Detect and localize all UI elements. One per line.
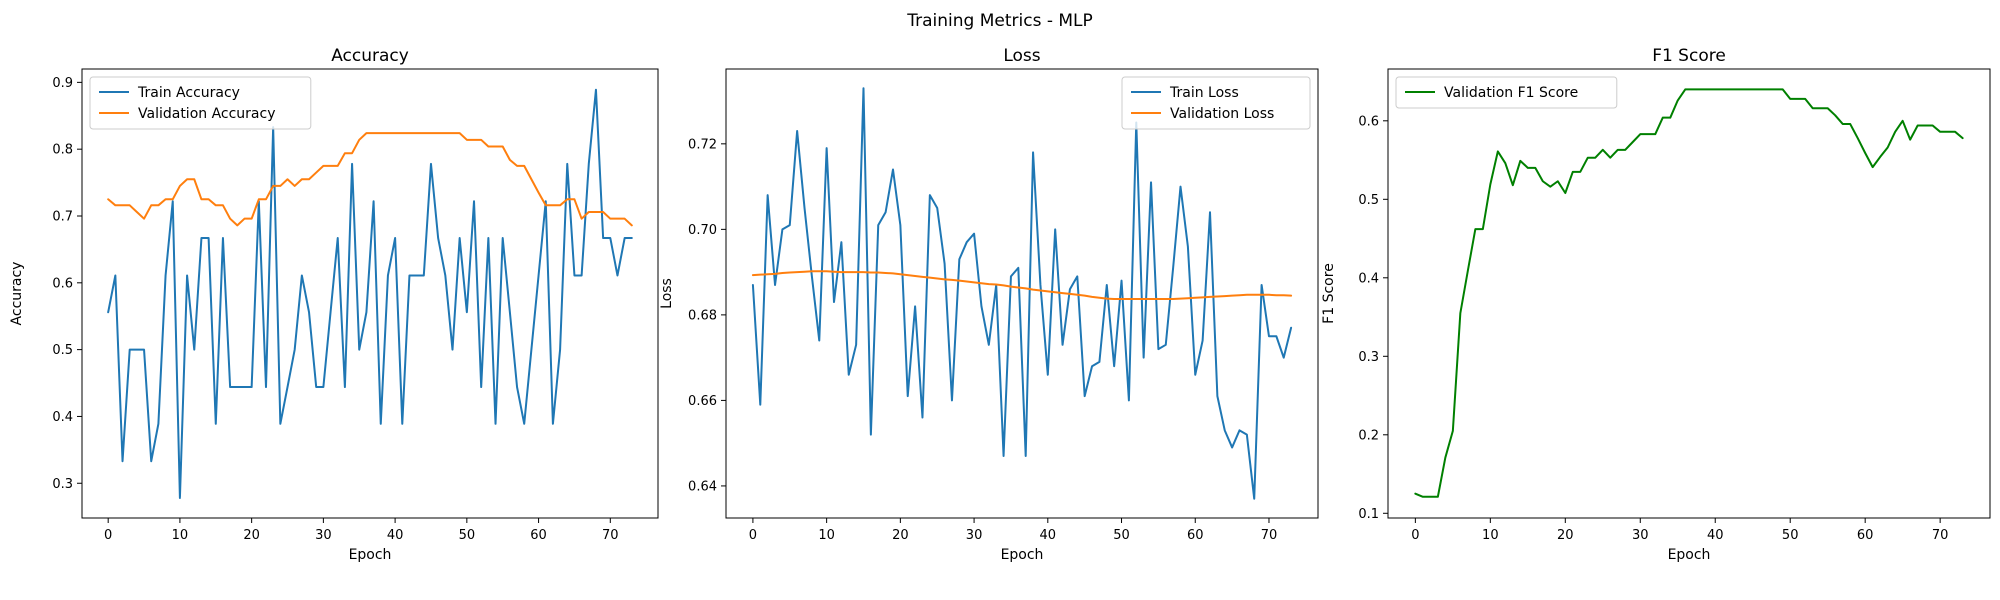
x-axis-label-accuracy: Epoch <box>349 547 392 563</box>
y-tick-label: 0.4 <box>52 410 73 425</box>
legend-box <box>89 76 312 130</box>
y-tick-label: 0.2 <box>1358 428 1379 443</box>
x-tick-label: 50 <box>1782 528 1799 543</box>
y-tick-label: 0.6 <box>1358 114 1379 129</box>
x-tick-label: 60 <box>530 528 547 543</box>
y-tick-label: 0.64 <box>688 479 717 494</box>
y-tick-label: 0.3 <box>52 477 73 492</box>
y-tick-label: 0.68 <box>688 308 717 323</box>
y-tick-label: 0.7 <box>52 209 73 224</box>
x-tick-label: 10 <box>172 528 189 543</box>
x-tick-label: 30 <box>966 528 983 543</box>
legend-f1: Validation F1 Score <box>1395 76 1618 109</box>
series-line-train-loss <box>751 87 1293 500</box>
plot-frame <box>81 68 659 519</box>
legend-box <box>1395 76 1618 109</box>
chart-panel-f1: F1 Score 0 10 20 30 40 50 60 70 0.1 0.2 0.3 0.4 0.5 0.… <box>1321 46 1991 563</box>
x-axis-label-loss: Epoch <box>1001 547 1044 563</box>
legend-loss: Train Loss Validation Loss <box>1121 76 1311 130</box>
x-tick-label: 0 <box>749 528 757 543</box>
legend-entry: Validation F1 Score <box>1444 85 1578 101</box>
x-tick-label: 70 <box>1932 528 1949 543</box>
y-tick-label: 0.8 <box>52 143 73 158</box>
chart-title-loss: Loss <box>1003 46 1040 66</box>
chart-title-f1: F1 Score <box>1652 46 1726 66</box>
x-tick-label: 70 <box>602 528 619 543</box>
y-axis-label-loss: Loss <box>659 278 675 309</box>
legend-entry: Validation Loss <box>1170 106 1274 122</box>
y-tick-label: 0.9 <box>52 76 73 91</box>
x-tick-label: 0 <box>1411 528 1419 543</box>
chart-panel-accuracy: Accuracy 0 10 20 30 40 50 60 70 0.3 0.4 0.5 0.6 0.7 0.… <box>9 46 659 563</box>
y-tick-label: 0.4 <box>1358 271 1379 286</box>
plot-frame <box>725 68 1319 519</box>
x-tick-label: 30 <box>315 528 332 543</box>
y-axis-label-f1: F1 Score <box>1321 263 1337 324</box>
chart-title-accuracy: Accuracy <box>331 46 409 66</box>
legend-box <box>1121 76 1311 130</box>
legend-accuracy: Train Accuracy Validation Accuracy <box>89 76 312 130</box>
y-tick-label: 0.70 <box>688 223 717 238</box>
y-tick-label: 0.5 <box>1358 193 1379 208</box>
y-tick-label: 0.1 <box>1358 507 1379 522</box>
x-tick-label: 50 <box>459 528 476 543</box>
y-tick-label: 0.66 <box>688 394 717 409</box>
x-tick-label: 10 <box>818 528 835 543</box>
legend-entry: Train Loss <box>1169 85 1239 101</box>
x-tick-label: 30 <box>1632 528 1649 543</box>
series-line-validation-accuracy <box>107 132 633 227</box>
x-tick-label: 20 <box>243 528 260 543</box>
x-tick-label: 20 <box>1557 528 1574 543</box>
y-tick-label: 0.6 <box>52 276 73 291</box>
x-tick-label: 0 <box>104 528 112 543</box>
series-line-validation-f1-score <box>1414 88 1964 498</box>
x-tick-label: 60 <box>1187 528 1204 543</box>
x-tick-label: 20 <box>892 528 909 543</box>
y-tick-label: 0.3 <box>1358 350 1379 365</box>
legend-entry: Validation Accuracy <box>138 106 276 122</box>
x-tick-label: 40 <box>1040 528 1057 543</box>
x-tick-label: 40 <box>387 528 404 543</box>
x-tick-label: 10 <box>1482 528 1499 543</box>
series-line-train-accuracy <box>107 88 633 499</box>
y-axis-label-accuracy: Accuracy <box>9 262 25 326</box>
x-tick-label: 50 <box>1113 528 1130 543</box>
legend-entry: Train Accuracy <box>137 85 240 101</box>
x-tick-label: 40 <box>1707 528 1724 543</box>
x-axis-label-f1: Epoch <box>1668 547 1711 563</box>
chart-panel-loss: Loss 0 10 20 30 40 50 60 70 0.64 0.66 0.68 0.70 0.72 E… <box>659 46 1319 563</box>
figure-suptitle: Training Metrics - MLP <box>906 11 1093 31</box>
plot-frame <box>1387 68 1991 519</box>
x-tick-label: 70 <box>1261 528 1278 543</box>
x-tick-label: 60 <box>1857 528 1874 543</box>
y-tick-label: 0.5 <box>52 343 73 358</box>
y-tick-label: 0.72 <box>688 137 717 152</box>
series-line-validation-loss <box>751 270 1293 301</box>
